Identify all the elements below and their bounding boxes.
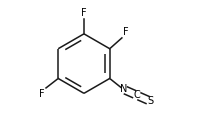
Text: N: N: [120, 84, 127, 94]
Text: F: F: [81, 8, 87, 18]
Text: C: C: [133, 90, 140, 100]
Text: S: S: [147, 96, 153, 106]
Text: F: F: [39, 89, 45, 99]
Text: F: F: [123, 27, 129, 37]
